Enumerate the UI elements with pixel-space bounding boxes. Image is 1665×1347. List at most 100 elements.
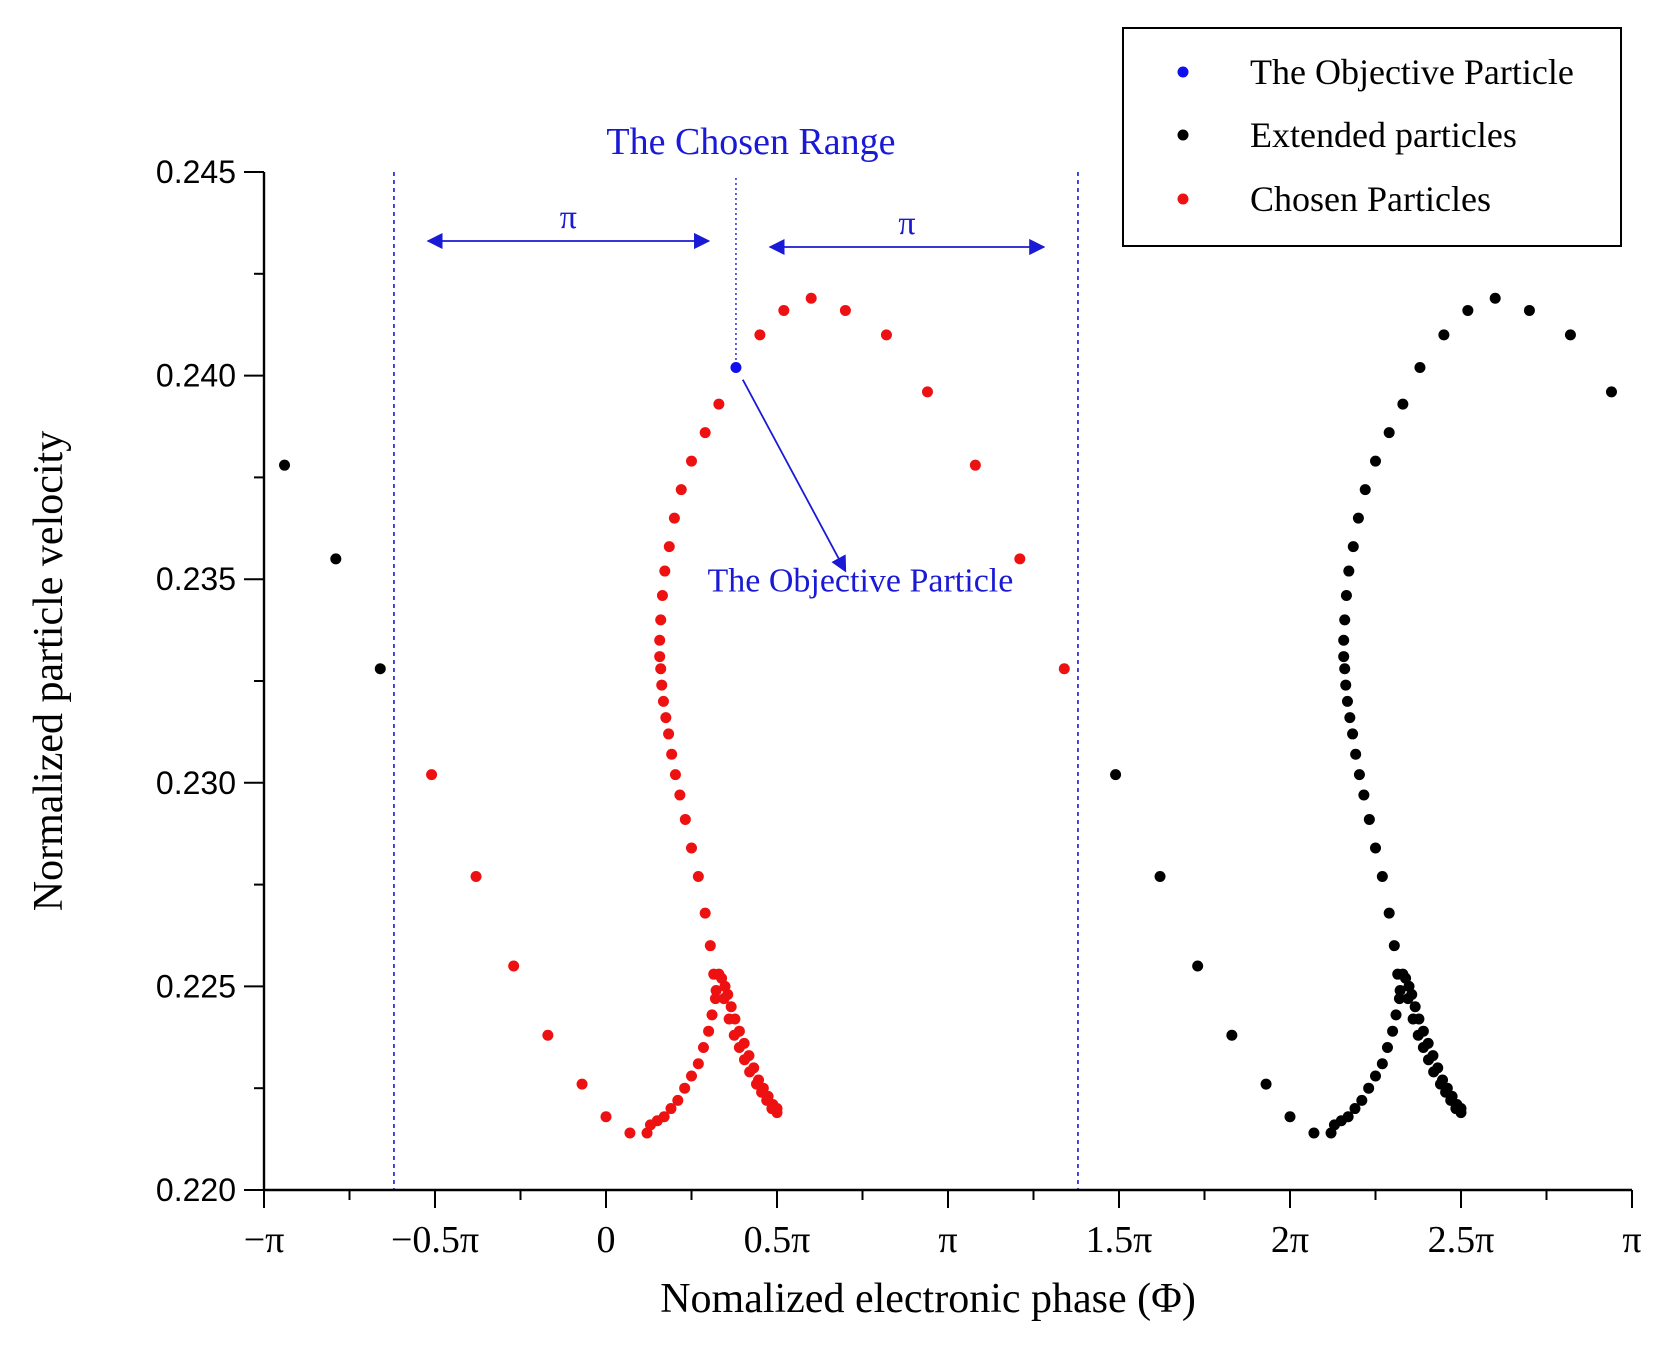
data-point: [733, 1041, 745, 1053]
data-point: [1363, 1082, 1375, 1094]
data-point: [805, 292, 817, 304]
data-point: [744, 1066, 756, 1078]
x-tick-label: 1.5π: [1086, 1219, 1153, 1261]
data-point: [1402, 993, 1414, 1005]
data-point: [657, 695, 669, 707]
y-tick-label: 0.245: [156, 154, 236, 190]
legend-marker: [1177, 193, 1189, 205]
data-point: [754, 329, 766, 341]
data-point: [426, 769, 438, 781]
data-point: [718, 993, 730, 1005]
data-point: [1192, 960, 1204, 972]
x-tick-label: π: [1622, 1219, 1641, 1261]
legend-box: [1122, 27, 1622, 247]
data-point: [508, 960, 520, 972]
data-point: [969, 459, 981, 471]
x-tick-label: 0: [597, 1219, 616, 1261]
data-point: [1340, 679, 1352, 691]
data-point: [692, 1058, 704, 1070]
data-point: [921, 386, 933, 398]
y-tick-label: 0.230: [156, 765, 236, 801]
data-point: [710, 984, 722, 996]
data-point: [1110, 769, 1122, 781]
x-axis-label: Nomalized electronic phase (Φ): [660, 1276, 1196, 1322]
data-point: [1260, 1078, 1272, 1090]
data-point: [1341, 695, 1353, 707]
data-point: [624, 1127, 636, 1139]
data-point: [730, 361, 742, 373]
data-point: [656, 589, 668, 601]
data-point: [576, 1078, 588, 1090]
data-point: [1370, 842, 1381, 854]
data-point: [1390, 1009, 1402, 1021]
data-point: [1462, 304, 1474, 316]
data-point: [880, 329, 892, 341]
data-point: [1428, 1066, 1440, 1078]
data-point: [1394, 984, 1406, 996]
data-point: [654, 634, 666, 646]
data-point: [709, 993, 721, 1005]
data-point: [1358, 789, 1370, 801]
data-point: [1352, 512, 1364, 524]
data-point: [644, 1119, 656, 1131]
data-point: [1344, 712, 1356, 724]
x-tick-label: π: [938, 1219, 957, 1261]
data-point: [723, 1013, 735, 1025]
objective-arrow-label: The Objective Particle: [707, 562, 1013, 599]
data-point: [1383, 427, 1395, 439]
data-point: [1414, 361, 1426, 373]
data-point: [1014, 553, 1026, 565]
data-point: [713, 398, 725, 410]
y-tick-label: 0.225: [156, 968, 236, 1004]
data-point: [1154, 870, 1166, 882]
data-point: [1397, 398, 1409, 410]
data-point: [771, 1103, 783, 1115]
data-point: [839, 304, 851, 316]
data-point: [1376, 870, 1388, 882]
data-point: [1376, 1058, 1388, 1070]
data-point: [1409, 1001, 1421, 1013]
x-tick-label: 2.5π: [1428, 1219, 1495, 1261]
y-tick-label: 0.240: [156, 358, 236, 394]
data-point: [778, 304, 790, 316]
data-point: [1605, 386, 1617, 398]
data-point: [668, 512, 680, 524]
data-point: [600, 1111, 612, 1123]
data-point: [1339, 614, 1351, 626]
data-point: [1058, 663, 1070, 675]
data-point: [679, 1082, 691, 1094]
data-point: [655, 614, 667, 626]
data-point: [1423, 1054, 1435, 1066]
legend-label: Extended particles: [1250, 115, 1517, 155]
data-point: [725, 1001, 737, 1013]
data-point: [663, 541, 675, 553]
data-point: [686, 1070, 697, 1082]
data-point: [279, 459, 291, 471]
x-tick-label: −0.5π: [391, 1219, 479, 1261]
data-point: [699, 427, 711, 439]
data-point: [470, 870, 482, 882]
data-point: [1347, 541, 1359, 553]
data-point: [672, 1094, 684, 1106]
y-tick-label: 0.235: [156, 561, 236, 597]
data-point: [665, 1103, 677, 1115]
x-tick-label: −π: [244, 1219, 285, 1261]
data-point: [679, 813, 691, 825]
x-tick-label: 0.5π: [744, 1219, 811, 1261]
data-point: [663, 728, 675, 740]
data-point: [1339, 663, 1351, 675]
legend-marker: [1177, 129, 1189, 141]
data-point: [686, 842, 697, 854]
data-point: [1438, 329, 1450, 341]
data-point: [1387, 1025, 1399, 1037]
data-point: [675, 484, 687, 496]
data-point: [756, 1086, 768, 1098]
data-point: [1434, 1078, 1446, 1090]
data-point: [1381, 1041, 1393, 1053]
data-point: [692, 870, 704, 882]
data-point: [706, 1009, 718, 1021]
legend-label: Chosen Particles: [1250, 179, 1491, 219]
data-point: [1407, 1013, 1419, 1025]
pi-span-right-label: π: [898, 205, 915, 242]
